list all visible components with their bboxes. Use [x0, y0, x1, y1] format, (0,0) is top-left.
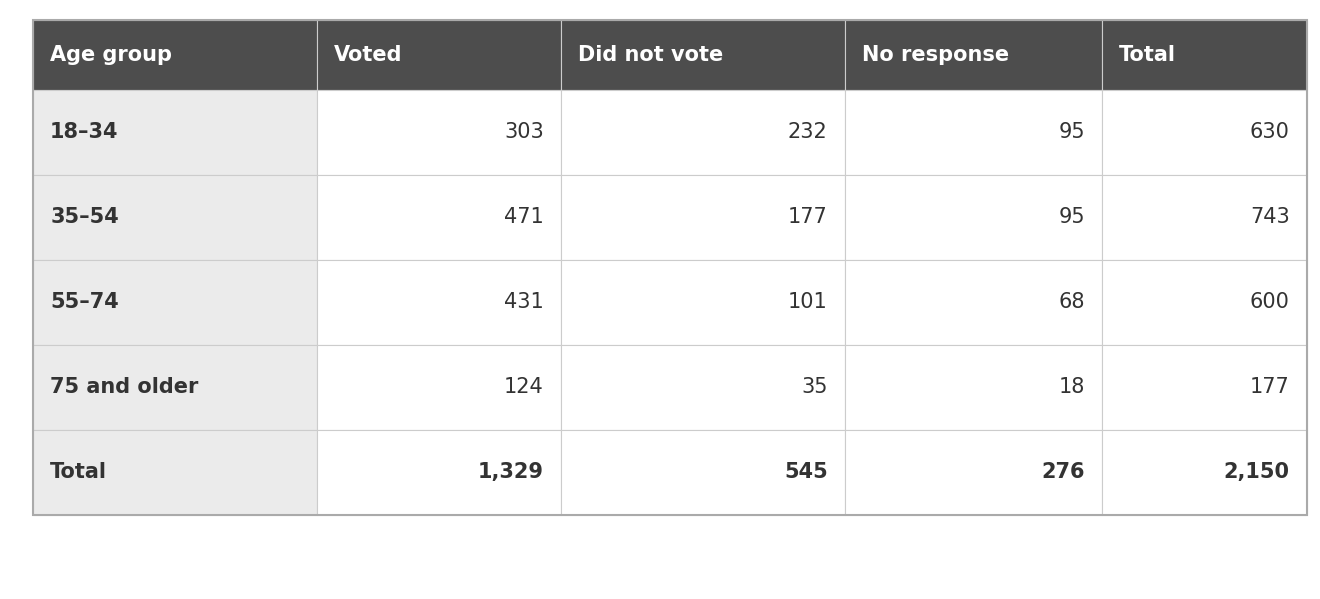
- Bar: [845, 345, 1102, 430]
- Text: 124: 124: [504, 377, 544, 398]
- Text: 545: 545: [784, 462, 828, 483]
- Bar: [561, 175, 845, 260]
- Bar: [33, 345, 317, 430]
- Bar: [1102, 430, 1307, 515]
- Bar: [317, 430, 561, 515]
- Text: 35–54: 35–54: [50, 207, 119, 228]
- Bar: [317, 175, 561, 260]
- Text: 471: 471: [504, 207, 544, 228]
- Text: Total: Total: [50, 462, 107, 483]
- Text: 232: 232: [788, 123, 828, 143]
- Text: 177: 177: [1250, 377, 1290, 398]
- Text: 101: 101: [788, 292, 828, 313]
- Bar: [1102, 345, 1307, 430]
- Bar: [845, 90, 1102, 175]
- Bar: [1102, 175, 1307, 260]
- Bar: [33, 20, 317, 90]
- Bar: [33, 430, 317, 515]
- Bar: [845, 20, 1102, 90]
- Text: Voted: Voted: [334, 45, 403, 65]
- Text: 743: 743: [1250, 207, 1290, 228]
- Text: 177: 177: [788, 207, 828, 228]
- Bar: [845, 430, 1102, 515]
- Bar: [317, 20, 561, 90]
- Bar: [1102, 20, 1307, 90]
- Bar: [561, 90, 845, 175]
- Text: 276: 276: [1041, 462, 1085, 483]
- Bar: [33, 20, 1307, 515]
- Text: No response: No response: [862, 45, 1008, 65]
- Bar: [33, 260, 317, 345]
- Text: 431: 431: [504, 292, 544, 313]
- Bar: [317, 345, 561, 430]
- Text: 630: 630: [1250, 123, 1290, 143]
- Text: 95: 95: [1059, 207, 1085, 228]
- Text: 95: 95: [1059, 123, 1085, 143]
- Text: 68: 68: [1059, 292, 1085, 313]
- Bar: [845, 260, 1102, 345]
- Bar: [561, 430, 845, 515]
- Text: 600: 600: [1250, 292, 1290, 313]
- Text: 18–34: 18–34: [50, 123, 119, 143]
- Text: 18: 18: [1059, 377, 1085, 398]
- Text: Did not vote: Did not vote: [578, 45, 723, 65]
- Bar: [561, 260, 845, 345]
- Bar: [317, 90, 561, 175]
- Bar: [1102, 90, 1307, 175]
- Text: 55–74: 55–74: [50, 292, 119, 313]
- Text: 303: 303: [504, 123, 544, 143]
- Bar: [33, 90, 317, 175]
- Bar: [33, 175, 317, 260]
- Text: 2,150: 2,150: [1224, 462, 1290, 483]
- Text: 1,329: 1,329: [478, 462, 544, 483]
- Bar: [845, 175, 1102, 260]
- Bar: [1102, 260, 1307, 345]
- Text: Total: Total: [1119, 45, 1176, 65]
- Text: 75 and older: 75 and older: [50, 377, 198, 398]
- Bar: [561, 345, 845, 430]
- Bar: [561, 20, 845, 90]
- Text: Age group: Age group: [50, 45, 172, 65]
- Text: 35: 35: [801, 377, 828, 398]
- Bar: [317, 260, 561, 345]
